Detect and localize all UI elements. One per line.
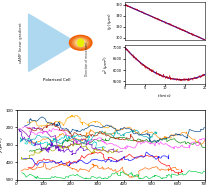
Ellipse shape bbox=[76, 40, 85, 46]
Text: Direction of movement: Direction of movement bbox=[85, 42, 89, 76]
Ellipse shape bbox=[72, 37, 88, 48]
Y-axis label: $\sigma^2\,(\mu m^2)$: $\sigma^2\,(\mu m^2)$ bbox=[101, 55, 111, 74]
Ellipse shape bbox=[69, 35, 91, 50]
Y-axis label: $\langle y\rangle\,(\mu m)$: $\langle y\rangle\,(\mu m)$ bbox=[105, 12, 113, 30]
Text: Polarised Cell: Polarised Cell bbox=[43, 77, 70, 81]
Polygon shape bbox=[28, 14, 76, 71]
Y-axis label: $y\,(\mu m)$: $y\,(\mu m)$ bbox=[0, 136, 5, 153]
X-axis label: $x\,(\mu m)$: $x\,(\mu m)$ bbox=[102, 188, 119, 189]
Ellipse shape bbox=[77, 39, 83, 46]
Ellipse shape bbox=[71, 37, 90, 49]
Ellipse shape bbox=[74, 39, 87, 47]
X-axis label: $t\,(min)$: $t\,(min)$ bbox=[157, 92, 171, 99]
Text: cAMP linear gradient: cAMP linear gradient bbox=[19, 22, 23, 63]
